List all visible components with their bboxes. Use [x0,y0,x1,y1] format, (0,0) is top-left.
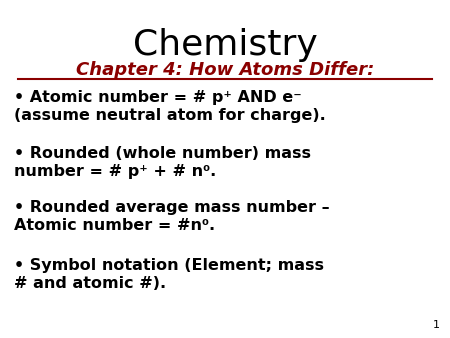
Text: number = # p⁺ + # n⁰.: number = # p⁺ + # n⁰. [14,164,216,179]
Text: Chemistry: Chemistry [133,28,317,62]
Text: • Rounded (whole number) mass: • Rounded (whole number) mass [14,146,311,161]
Text: • Symbol notation (Element; mass: • Symbol notation (Element; mass [14,258,324,273]
Text: Atomic number = #n⁰.: Atomic number = #n⁰. [14,218,215,233]
Text: • Atomic number = # p⁺ AND e⁻: • Atomic number = # p⁺ AND e⁻ [14,90,302,105]
Text: 1: 1 [433,320,440,330]
Text: # and atomic #).: # and atomic #). [14,276,166,291]
Text: • Rounded average mass number –: • Rounded average mass number – [14,200,329,215]
Text: (assume neutral atom for charge).: (assume neutral atom for charge). [14,108,326,123]
Text: Chapter 4: How Atoms Differ:: Chapter 4: How Atoms Differ: [76,61,374,79]
